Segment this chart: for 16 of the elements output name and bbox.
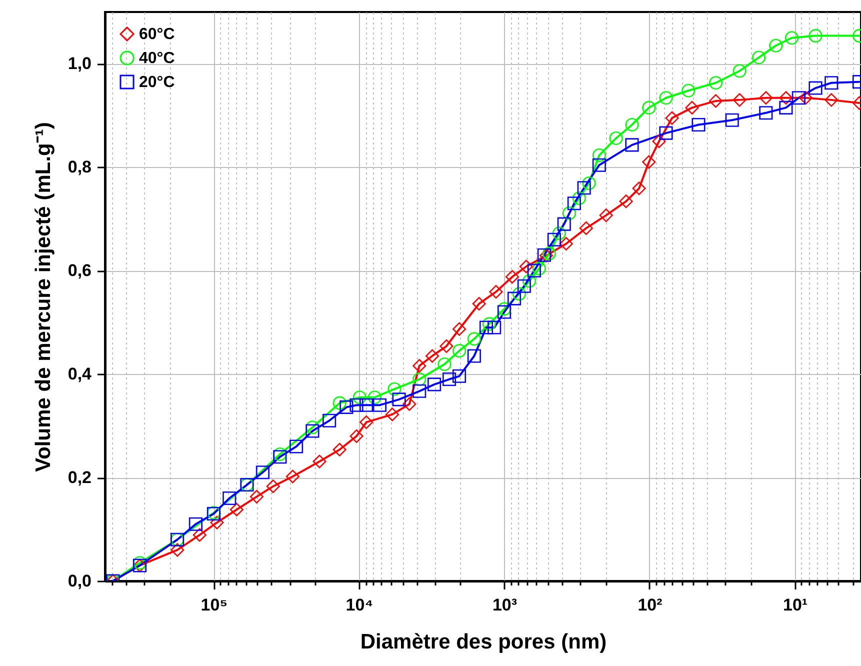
y-tick-label: 0,4	[68, 364, 92, 384]
y-tick-label: 1,0	[68, 54, 92, 74]
y-axis-title: Volume de mercure injecté (mL.g⁻¹)	[32, 122, 55, 472]
legend-label: 60°C	[139, 26, 176, 43]
legend-label: 40°C	[139, 50, 176, 67]
x-tick-label: 10¹	[782, 596, 808, 614]
y-tick-label: 0,6	[68, 261, 92, 280]
y-tick-label: 0,0	[68, 572, 92, 590]
x-tick-label: 10⁴	[346, 596, 374, 614]
legend-label: 20°C	[139, 74, 176, 91]
x-axis-title: Diamètre des pores (nm)	[360, 630, 607, 654]
y-tick-label: 0,2	[68, 468, 92, 488]
x-tick-label: 10²	[638, 596, 663, 614]
x-tick-label: 10³	[492, 596, 518, 614]
x-tick-label: 10⁵	[200, 596, 228, 614]
y-tick-label: 0,8	[68, 158, 92, 177]
